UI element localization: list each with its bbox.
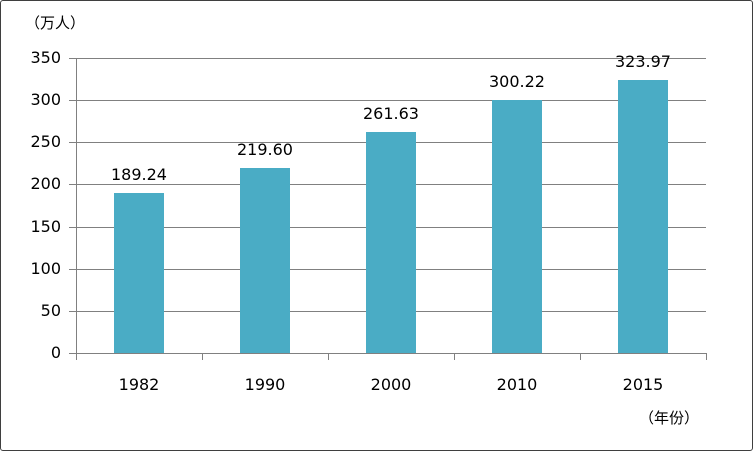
x-axis-tick-mark: [202, 354, 203, 360]
y-axis-tick-label: 200: [30, 174, 61, 194]
bar-value-label: 219.60: [237, 139, 293, 159]
bar-value-label: 300.22: [489, 71, 545, 91]
x-axis-tick-label: 2010: [496, 375, 538, 394]
y-axis-tick-label: 50: [40, 300, 61, 320]
y-axis-tick-label: 350: [30, 48, 61, 67]
y-axis-tick-label: 100: [30, 258, 61, 278]
gridline: [76, 100, 706, 102]
y-axis-tick-mark: [69, 268, 76, 270]
bar-value-label: 189.24: [111, 165, 167, 185]
y-axis-tick-mark: [69, 353, 76, 354]
bar: [114, 193, 164, 353]
y-axis-tick-mark: [69, 58, 76, 59]
x-axis-tick-label: 2000: [370, 375, 412, 394]
y-axis-tick-label: 300: [30, 90, 61, 110]
gridline: [76, 58, 706, 59]
x-axis-tick-label: 2015: [622, 375, 664, 394]
y-axis-tick-mark: [69, 310, 76, 312]
x-axis-tick-mark: [454, 354, 455, 360]
y-axis-tick-mark: [69, 226, 76, 228]
x-axis-tick-label: 1982: [118, 375, 160, 394]
y-axis-tick-label: 150: [30, 216, 61, 236]
x-axis-unit-label: （年份）: [639, 409, 700, 427]
x-axis-tick-mark: [580, 354, 581, 360]
bar: [366, 132, 416, 353]
x-axis-line: [76, 353, 707, 354]
bar: [618, 79, 668, 353]
x-axis-tick-mark: [706, 354, 707, 360]
bar: [492, 99, 542, 353]
x-axis-tick-mark: [328, 354, 329, 360]
y-axis-tick-label: 250: [30, 132, 61, 152]
x-axis-tick-label: 1990: [244, 375, 286, 394]
bar: [240, 167, 290, 353]
y-axis-tick-mark: [69, 100, 76, 102]
x-axis-tick-mark: [76, 354, 77, 360]
y-axis-unit-label: （万人）: [25, 14, 86, 32]
y-axis-line: [76, 58, 77, 353]
y-axis-tick-label: 0: [50, 343, 61, 362]
y-axis-tick-mark: [69, 184, 76, 186]
bar-value-label: 323.97: [615, 51, 671, 71]
y-axis-tick-mark: [69, 142, 76, 144]
bar-value-label: 261.63: [363, 104, 419, 124]
